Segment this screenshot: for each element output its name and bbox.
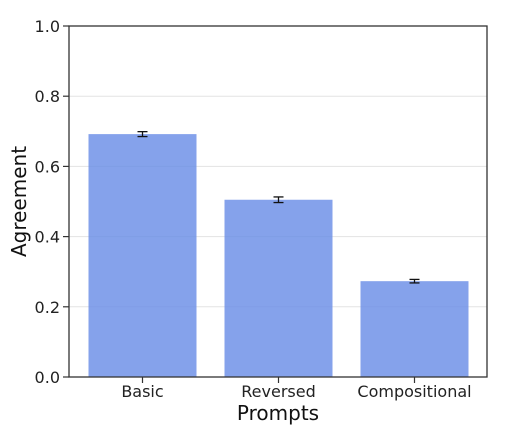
error-bars: [137, 131, 420, 284]
error-bar: [137, 131, 148, 138]
x-tick-label: Compositional: [357, 382, 471, 401]
bar-reversed: [224, 199, 333, 377]
y-tick-label: 0.8: [35, 87, 60, 106]
error-bar: [409, 278, 420, 284]
y-tick-label: 1.0: [35, 17, 60, 36]
bar-basic: [88, 134, 197, 377]
y-tick-label: 0.0: [35, 368, 60, 387]
x-tick-label: Basic: [121, 382, 163, 401]
bar-compositional: [360, 281, 469, 377]
error-bar: [273, 196, 284, 204]
y-axis-title: Agreement: [7, 146, 31, 257]
x-axis-title: Prompts: [237, 401, 319, 425]
y-tick-label: 0.6: [35, 157, 60, 176]
y-tick-label: 0.2: [35, 298, 60, 317]
x-tick-label: Reversed: [241, 382, 315, 401]
x-axis-ticks: Basic Reversed Compositional: [121, 377, 472, 401]
bars: [88, 134, 469, 377]
y-tick-label: 0.4: [35, 228, 60, 247]
y-axis-ticks: 0.0 0.2 0.4 0.6 0.8 1.0: [35, 17, 69, 387]
